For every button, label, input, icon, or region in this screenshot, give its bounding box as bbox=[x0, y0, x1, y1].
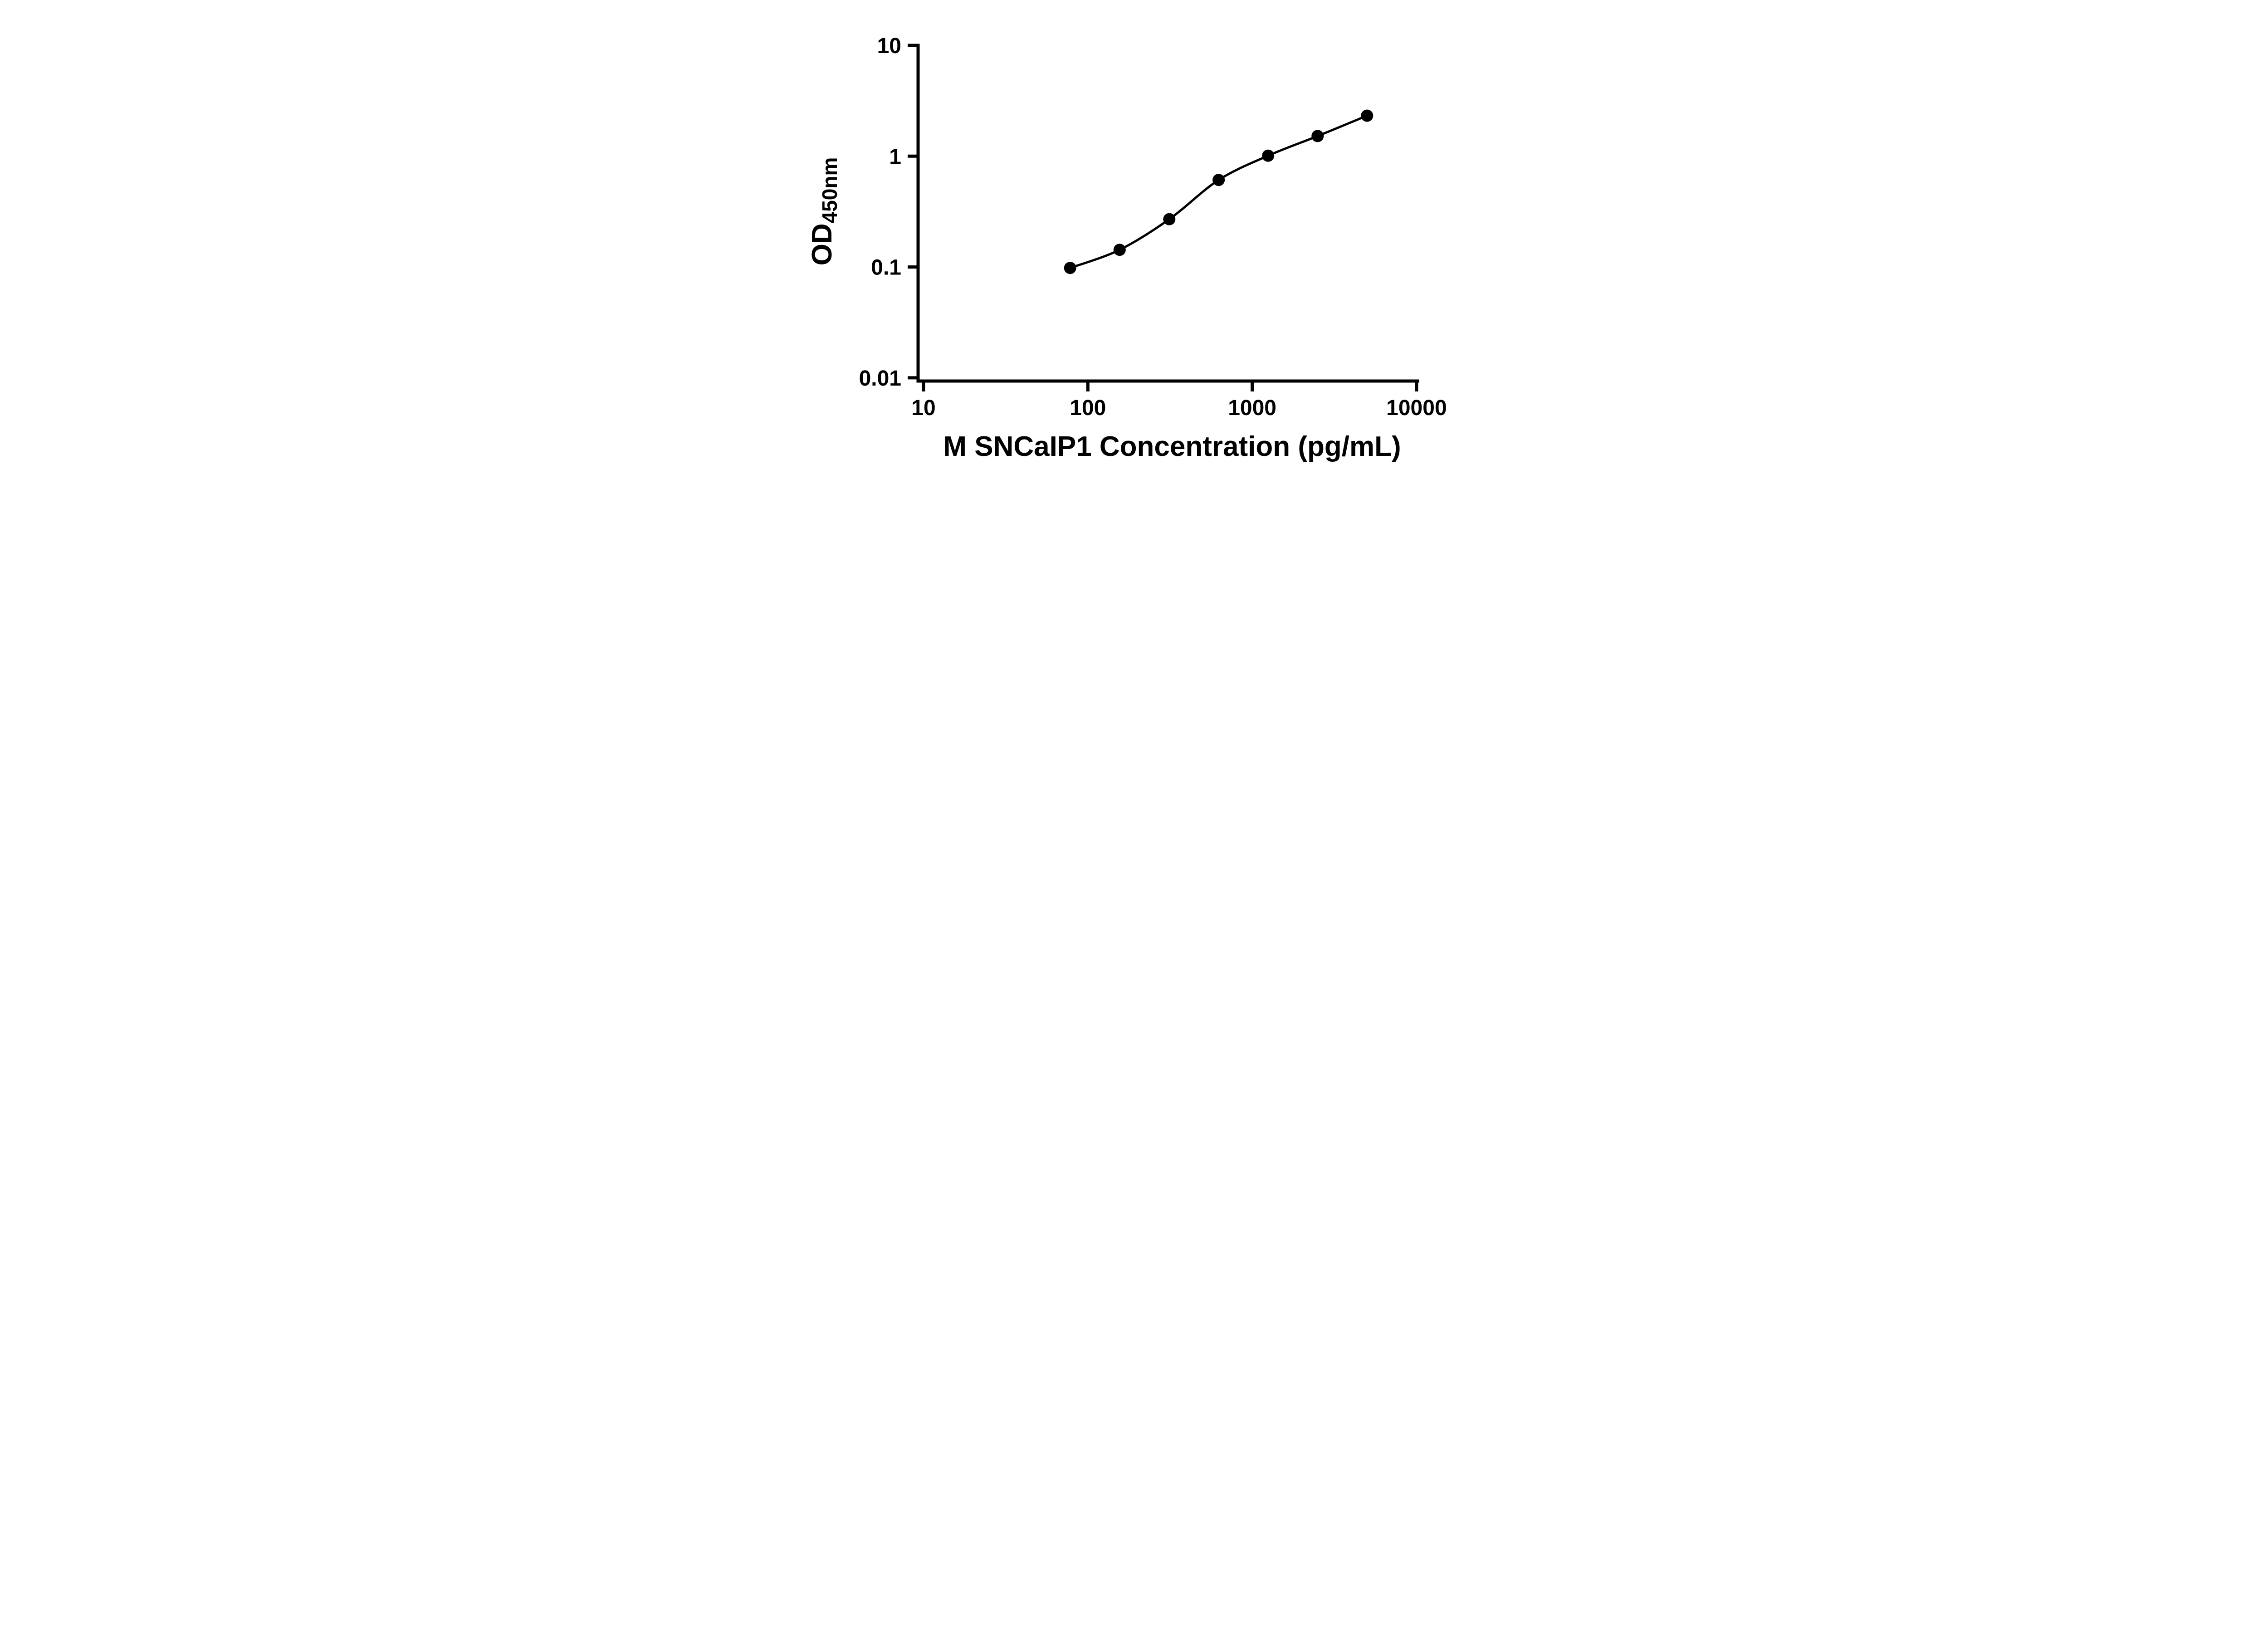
x-axis-title: M SNCaIP1 Concentration (pg/mL) bbox=[943, 431, 1401, 462]
data-point bbox=[1163, 213, 1176, 225]
elisa-standard-curve-chart: 10 1 0.1 0.01 10 100 1000 10000 OD450nm M SNCaI… bbox=[784, 0, 1484, 490]
y-axis-title-main: OD bbox=[807, 223, 838, 265]
x-tick-label: 100 bbox=[1070, 396, 1106, 420]
y-axis-title: OD450nm bbox=[807, 157, 841, 266]
chart-canvas: 10 1 0.1 0.01 10 100 1000 10000 OD450nm M SNCaI… bbox=[807, 34, 1447, 462]
x-tick-label: 1000 bbox=[1228, 396, 1276, 420]
data-point bbox=[1113, 244, 1126, 256]
data-point bbox=[1361, 109, 1374, 122]
plot-layer bbox=[1064, 109, 1374, 274]
axes-layer: 10 1 0.1 0.01 10 100 1000 10000 bbox=[859, 34, 1447, 420]
data-point bbox=[1311, 130, 1324, 142]
y-tick-label: 1 bbox=[889, 145, 901, 169]
x-tick-label: 10000 bbox=[1386, 396, 1447, 420]
y-tick-label: 0.01 bbox=[859, 367, 901, 391]
y-tick-label: 0.1 bbox=[871, 256, 901, 280]
data-point bbox=[1064, 262, 1076, 274]
x-tick-label: 10 bbox=[911, 396, 935, 420]
data-point bbox=[1262, 149, 1275, 162]
data-point bbox=[1212, 174, 1225, 186]
y-axis-title-subscript: 450nm bbox=[818, 157, 841, 224]
y-tick-label: 10 bbox=[877, 34, 901, 58]
